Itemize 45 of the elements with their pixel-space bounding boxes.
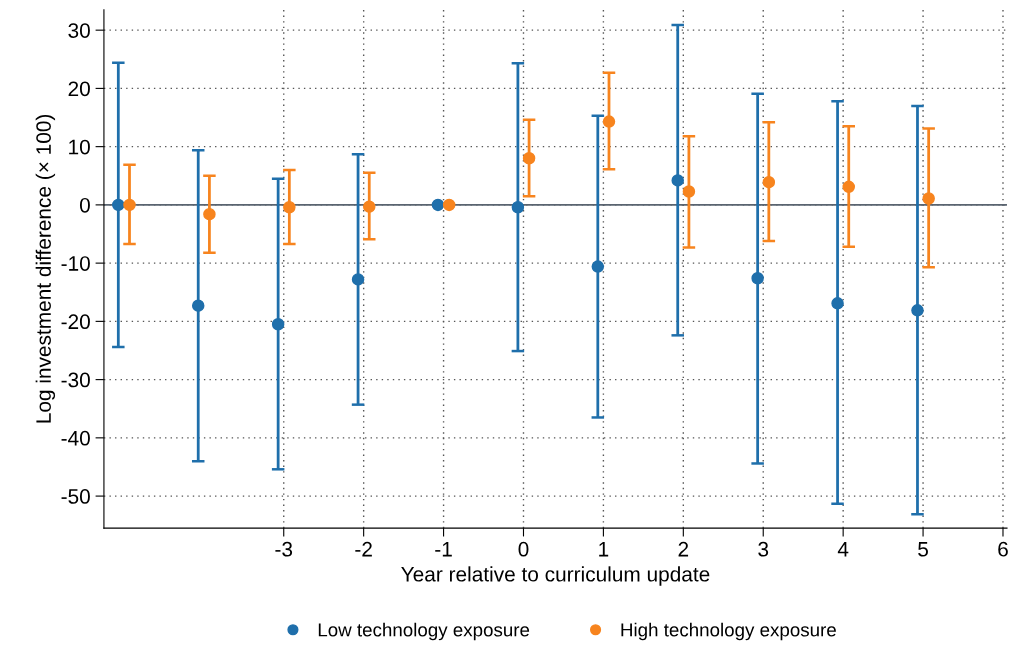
x-tick-label: 1 <box>599 542 609 557</box>
point <box>362 200 376 213</box>
point <box>112 198 125 212</box>
y-tick-label: -50 <box>61 489 90 504</box>
x-tick-label: 0 <box>518 541 529 557</box>
x-tick-label: 6 <box>998 541 1008 557</box>
y-tick-label: -20 <box>61 314 90 330</box>
y-tick-label: -30 <box>61 372 90 388</box>
point <box>911 304 924 317</box>
point <box>522 152 536 165</box>
point <box>831 297 844 310</box>
x-tick-label: -2 <box>355 541 372 557</box>
point <box>842 180 855 194</box>
y-tick-label: 20 <box>68 81 90 97</box>
y-tick-label: 30 <box>68 23 90 38</box>
point <box>751 272 764 285</box>
point <box>442 198 456 212</box>
point <box>203 207 216 221</box>
x-tick-label: 2 <box>678 541 689 557</box>
point <box>922 192 935 205</box>
point <box>591 260 605 273</box>
point <box>762 175 776 189</box>
y-tick-label: 0 <box>79 197 90 213</box>
point <box>431 198 445 212</box>
point <box>123 198 136 212</box>
x-axis-title: Year relative to curriculum update <box>401 566 710 586</box>
x-tick-label: 3 <box>758 541 769 557</box>
point <box>682 185 696 198</box>
legend-label: High technology exposure <box>621 622 836 641</box>
point <box>283 200 296 214</box>
y-tick-label: 10 <box>69 139 90 155</box>
y-tick-label: -40 <box>61 430 90 446</box>
x-tick-label: 4 <box>837 542 849 557</box>
x-tick-label: 5 <box>918 542 928 557</box>
point <box>602 115 616 128</box>
x-tick-label: -1 <box>435 542 452 557</box>
point <box>191 299 205 312</box>
point <box>671 174 684 187</box>
y-axis-title: Log investment difference (× 100) <box>35 114 56 423</box>
legend-label: Low technology exposure <box>318 622 530 641</box>
x-tick-label: -3 <box>275 541 293 557</box>
point <box>351 273 365 286</box>
y-tick-label: -10 <box>61 256 90 271</box>
point <box>271 318 285 331</box>
point <box>511 200 525 214</box>
